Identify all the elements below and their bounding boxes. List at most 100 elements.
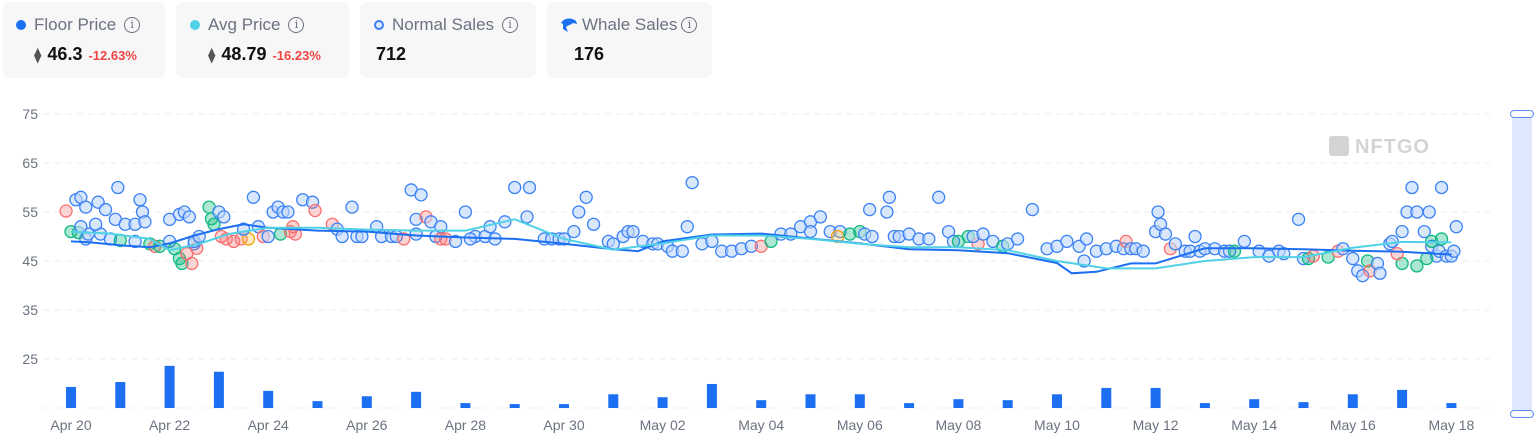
volume-bar[interactable] <box>756 400 767 408</box>
normal-sale-point[interactable] <box>409 212 423 227</box>
volume-bar[interactable] <box>953 399 964 408</box>
normal-sale-point[interactable] <box>414 188 428 202</box>
whale-sale-point[interactable] <box>1390 246 1404 261</box>
normal-sale-point[interactable] <box>1410 205 1424 219</box>
normal-sale-point[interactable] <box>572 205 586 219</box>
normal-sale-point[interactable] <box>1385 234 1399 249</box>
volume-bar[interactable] <box>1199 403 1210 408</box>
normal-sale-point[interactable] <box>1291 212 1306 227</box>
normal-sale-point[interactable] <box>976 227 990 241</box>
normal-sale-point[interactable] <box>458 205 473 219</box>
volume-bar[interactable] <box>1298 402 1309 408</box>
normal-sale-point[interactable] <box>111 180 125 195</box>
normal-sale-point[interactable] <box>1025 202 1039 217</box>
normal-sale-point[interactable] <box>579 190 593 204</box>
normal-sale-point[interactable] <box>182 210 196 224</box>
normal-sale-point[interactable] <box>1405 180 1419 195</box>
whale-sale-point[interactable] <box>1227 244 1242 258</box>
info-icon[interactable]: i <box>502 17 519 33</box>
zoom-slider-track[interactable] <box>1512 113 1532 415</box>
volume-bar[interactable] <box>361 396 372 408</box>
normal-sale-point[interactable] <box>79 200 93 214</box>
volume-bar[interactable] <box>1150 387 1161 408</box>
zoom-slider-bottom-handle[interactable] <box>1510 410 1534 418</box>
volume-bar[interactable] <box>1101 387 1112 408</box>
volume-bar[interactable] <box>115 382 126 408</box>
normal-sale-point[interactable] <box>586 217 601 231</box>
normal-sale-point[interactable] <box>567 224 581 239</box>
normal-sale-point[interactable] <box>128 234 142 249</box>
volume-bar[interactable] <box>213 371 224 408</box>
normal-sale-point[interactable] <box>1422 205 1436 219</box>
normal-sale-point[interactable] <box>345 200 359 214</box>
whale-sale-point[interactable] <box>397 232 411 246</box>
normal-sale-point[interactable] <box>1188 229 1202 244</box>
normal-sale-point[interactable] <box>863 202 877 217</box>
whale-sale-point[interactable] <box>308 203 322 218</box>
normal-sale-point[interactable] <box>261 229 275 244</box>
normal-sale-point[interactable] <box>1079 232 1094 246</box>
volume-bar[interactable] <box>312 401 323 408</box>
normal-sale-point[interactable] <box>705 234 719 249</box>
info-icon[interactable]: i <box>124 17 141 33</box>
volume-bar[interactable] <box>1397 389 1408 408</box>
normal-sale-point[interactable] <box>1395 224 1409 239</box>
normal-sale-point[interactable] <box>1010 232 1025 246</box>
normal-sale-point[interactable] <box>522 180 537 195</box>
normal-sale-point[interactable] <box>922 232 936 246</box>
normal-sale-point[interactable] <box>744 239 758 253</box>
normal-sale-point[interactable] <box>520 210 534 224</box>
volume-bar[interactable] <box>559 404 569 408</box>
normal-sale-point[interactable] <box>1060 234 1074 249</box>
normal-sale-point[interactable] <box>1158 227 1173 241</box>
normal-sale-point[interactable] <box>680 220 694 234</box>
volume-bar[interactable] <box>263 390 274 408</box>
normal-sale-point[interactable] <box>685 175 699 190</box>
normal-sale-point[interactable] <box>1136 244 1150 258</box>
whale-sale-point[interactable] <box>1410 259 1424 273</box>
info-icon[interactable]: i <box>681 17 698 33</box>
volume-bar[interactable] <box>509 404 520 408</box>
normal-sale-point[interactable] <box>1373 266 1387 280</box>
normal-sale-point[interactable] <box>1151 205 1165 219</box>
zoom-slider-top-handle[interactable] <box>1510 110 1534 118</box>
volume-bar[interactable] <box>1347 394 1358 408</box>
normal-sale-point[interactable] <box>133 193 147 207</box>
whale-sale-point[interactable] <box>185 256 199 271</box>
normal-sale-point[interactable] <box>246 190 261 204</box>
volume-bar[interactable] <box>1052 394 1062 408</box>
normal-sale-point[interactable] <box>281 205 295 219</box>
whale-sale-point[interactable] <box>1321 250 1335 264</box>
volume-bar[interactable] <box>904 403 915 408</box>
volume-bar[interactable] <box>706 383 717 408</box>
normal-sale-point[interactable] <box>217 210 231 224</box>
normal-sale-point[interactable] <box>1356 269 1370 283</box>
normal-sale-point[interactable] <box>865 229 879 244</box>
volume-bar[interactable] <box>608 394 619 408</box>
normal-sale-point[interactable] <box>463 232 477 246</box>
normal-sale-point[interactable] <box>880 205 894 219</box>
volume-bar[interactable] <box>411 391 422 408</box>
whale-sale-point[interactable] <box>227 234 241 249</box>
normal-sale-point[interactable] <box>803 224 818 239</box>
volume-bar[interactable] <box>657 397 668 408</box>
normal-sale-point[interactable] <box>882 190 897 204</box>
normal-sale-point[interactable] <box>89 217 103 231</box>
info-icon[interactable]: i <box>288 17 305 33</box>
normal-sale-point[interactable] <box>1237 234 1251 249</box>
volume-bar[interactable] <box>1002 400 1013 408</box>
volume-bar[interactable] <box>854 394 865 408</box>
normal-sale-point[interactable] <box>1434 180 1449 195</box>
volume-bar[interactable] <box>164 365 175 408</box>
normal-sale-point[interactable] <box>508 180 522 195</box>
volume-bar[interactable] <box>460 403 471 408</box>
normal-sale-point[interactable] <box>448 234 463 249</box>
normal-sale-point[interactable] <box>1417 224 1431 239</box>
normal-sale-point[interactable] <box>932 190 946 204</box>
normal-sale-point[interactable] <box>675 244 689 258</box>
normal-sale-point[interactable] <box>335 229 349 244</box>
volume-bar[interactable] <box>805 394 816 408</box>
normal-sale-point[interactable] <box>1449 220 1463 234</box>
volume-bar[interactable] <box>66 386 76 408</box>
